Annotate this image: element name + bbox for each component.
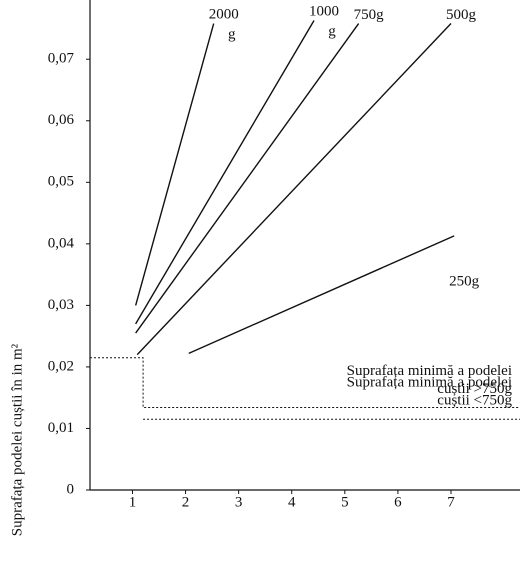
reference-label: Suprafața minimă a podelei xyxy=(347,375,512,391)
reference-label: Suprafața minimă a podelei xyxy=(347,363,512,379)
series-line xyxy=(135,20,315,325)
series-line xyxy=(135,23,360,334)
x-tick-label: 5 xyxy=(341,494,349,510)
x-tick-label: 3 xyxy=(235,494,243,510)
y-tick-label: 0,04 xyxy=(48,235,75,251)
series-line xyxy=(134,23,215,306)
y-tick-label: 0,05 xyxy=(48,174,74,190)
y-tick-label: 0 xyxy=(67,481,75,497)
series-label: 2000 g xyxy=(209,7,239,43)
y-axis-title: Suprafața podelei cuștii în in m² xyxy=(9,343,25,536)
series-label: 250g xyxy=(449,273,480,289)
x-tick-label: 1 xyxy=(129,494,137,510)
x-tick-label: 7 xyxy=(447,494,455,510)
x-tick-label: 6 xyxy=(394,494,402,510)
series-label: 750g xyxy=(354,7,385,23)
reference-label: cuștii >750g xyxy=(437,381,512,397)
y-tick-label: 0,02 xyxy=(48,358,74,374)
y-tick-label: 0,01 xyxy=(48,420,74,436)
series-label: 1000 g xyxy=(309,4,339,40)
x-tick-label: 2 xyxy=(182,494,190,510)
series-line xyxy=(136,23,452,356)
reference-label: cuștii <750g xyxy=(437,393,512,409)
x-tick-label: 4 xyxy=(288,494,296,510)
y-tick-label: 0,03 xyxy=(48,297,74,313)
series-line xyxy=(188,235,455,355)
series-label: 500g xyxy=(446,7,477,23)
y-tick-label: 0,07 xyxy=(48,51,75,67)
y-tick-label: 0,06 xyxy=(48,112,75,128)
